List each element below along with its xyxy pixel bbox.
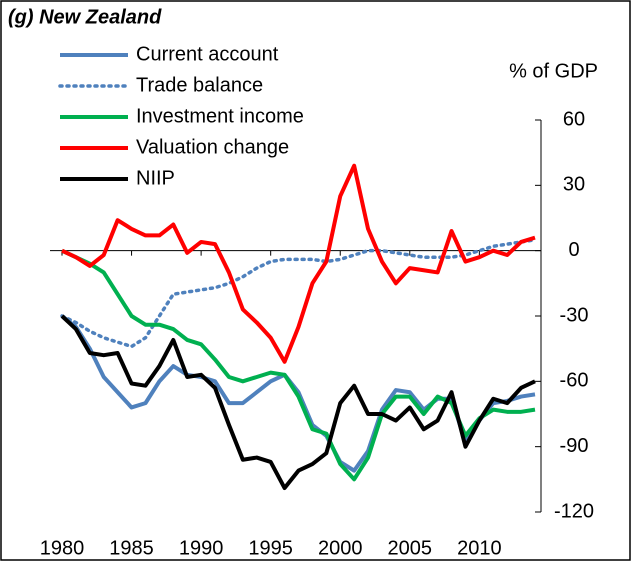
y-tick-label: -90: [560, 435, 589, 457]
x-tick-label: 2000: [318, 537, 363, 559]
legend-label: Investment income: [136, 105, 304, 127]
x-tick-label: 2010: [457, 537, 502, 559]
series-line: [61, 163, 536, 364]
series-line: [60, 314, 536, 491]
x-tick-label: 1995: [248, 537, 293, 559]
y-axis-label: % of GDP: [509, 60, 598, 82]
x-tick-label: 2005: [388, 537, 433, 559]
x-tick-label: 1980: [40, 537, 85, 559]
y-tick-label: -60: [560, 370, 589, 392]
chart-title: (g) New Zealand: [8, 6, 162, 28]
x-tick-label: 1990: [179, 537, 224, 559]
y-tick-label: -120: [554, 500, 594, 522]
y-tick-label: -30: [560, 304, 589, 326]
y-tick-label: 30: [563, 174, 585, 196]
legend-label: Current account: [136, 43, 279, 65]
y-tick-label: 0: [568, 239, 579, 261]
series-line: [60, 238, 537, 349]
legend-label: NIIP: [136, 167, 175, 189]
legend-label: Trade balance: [136, 74, 263, 96]
y-tick-label: 60: [563, 108, 585, 130]
legend-label: Valuation change: [136, 136, 289, 158]
x-tick-label: 1985: [109, 537, 154, 559]
